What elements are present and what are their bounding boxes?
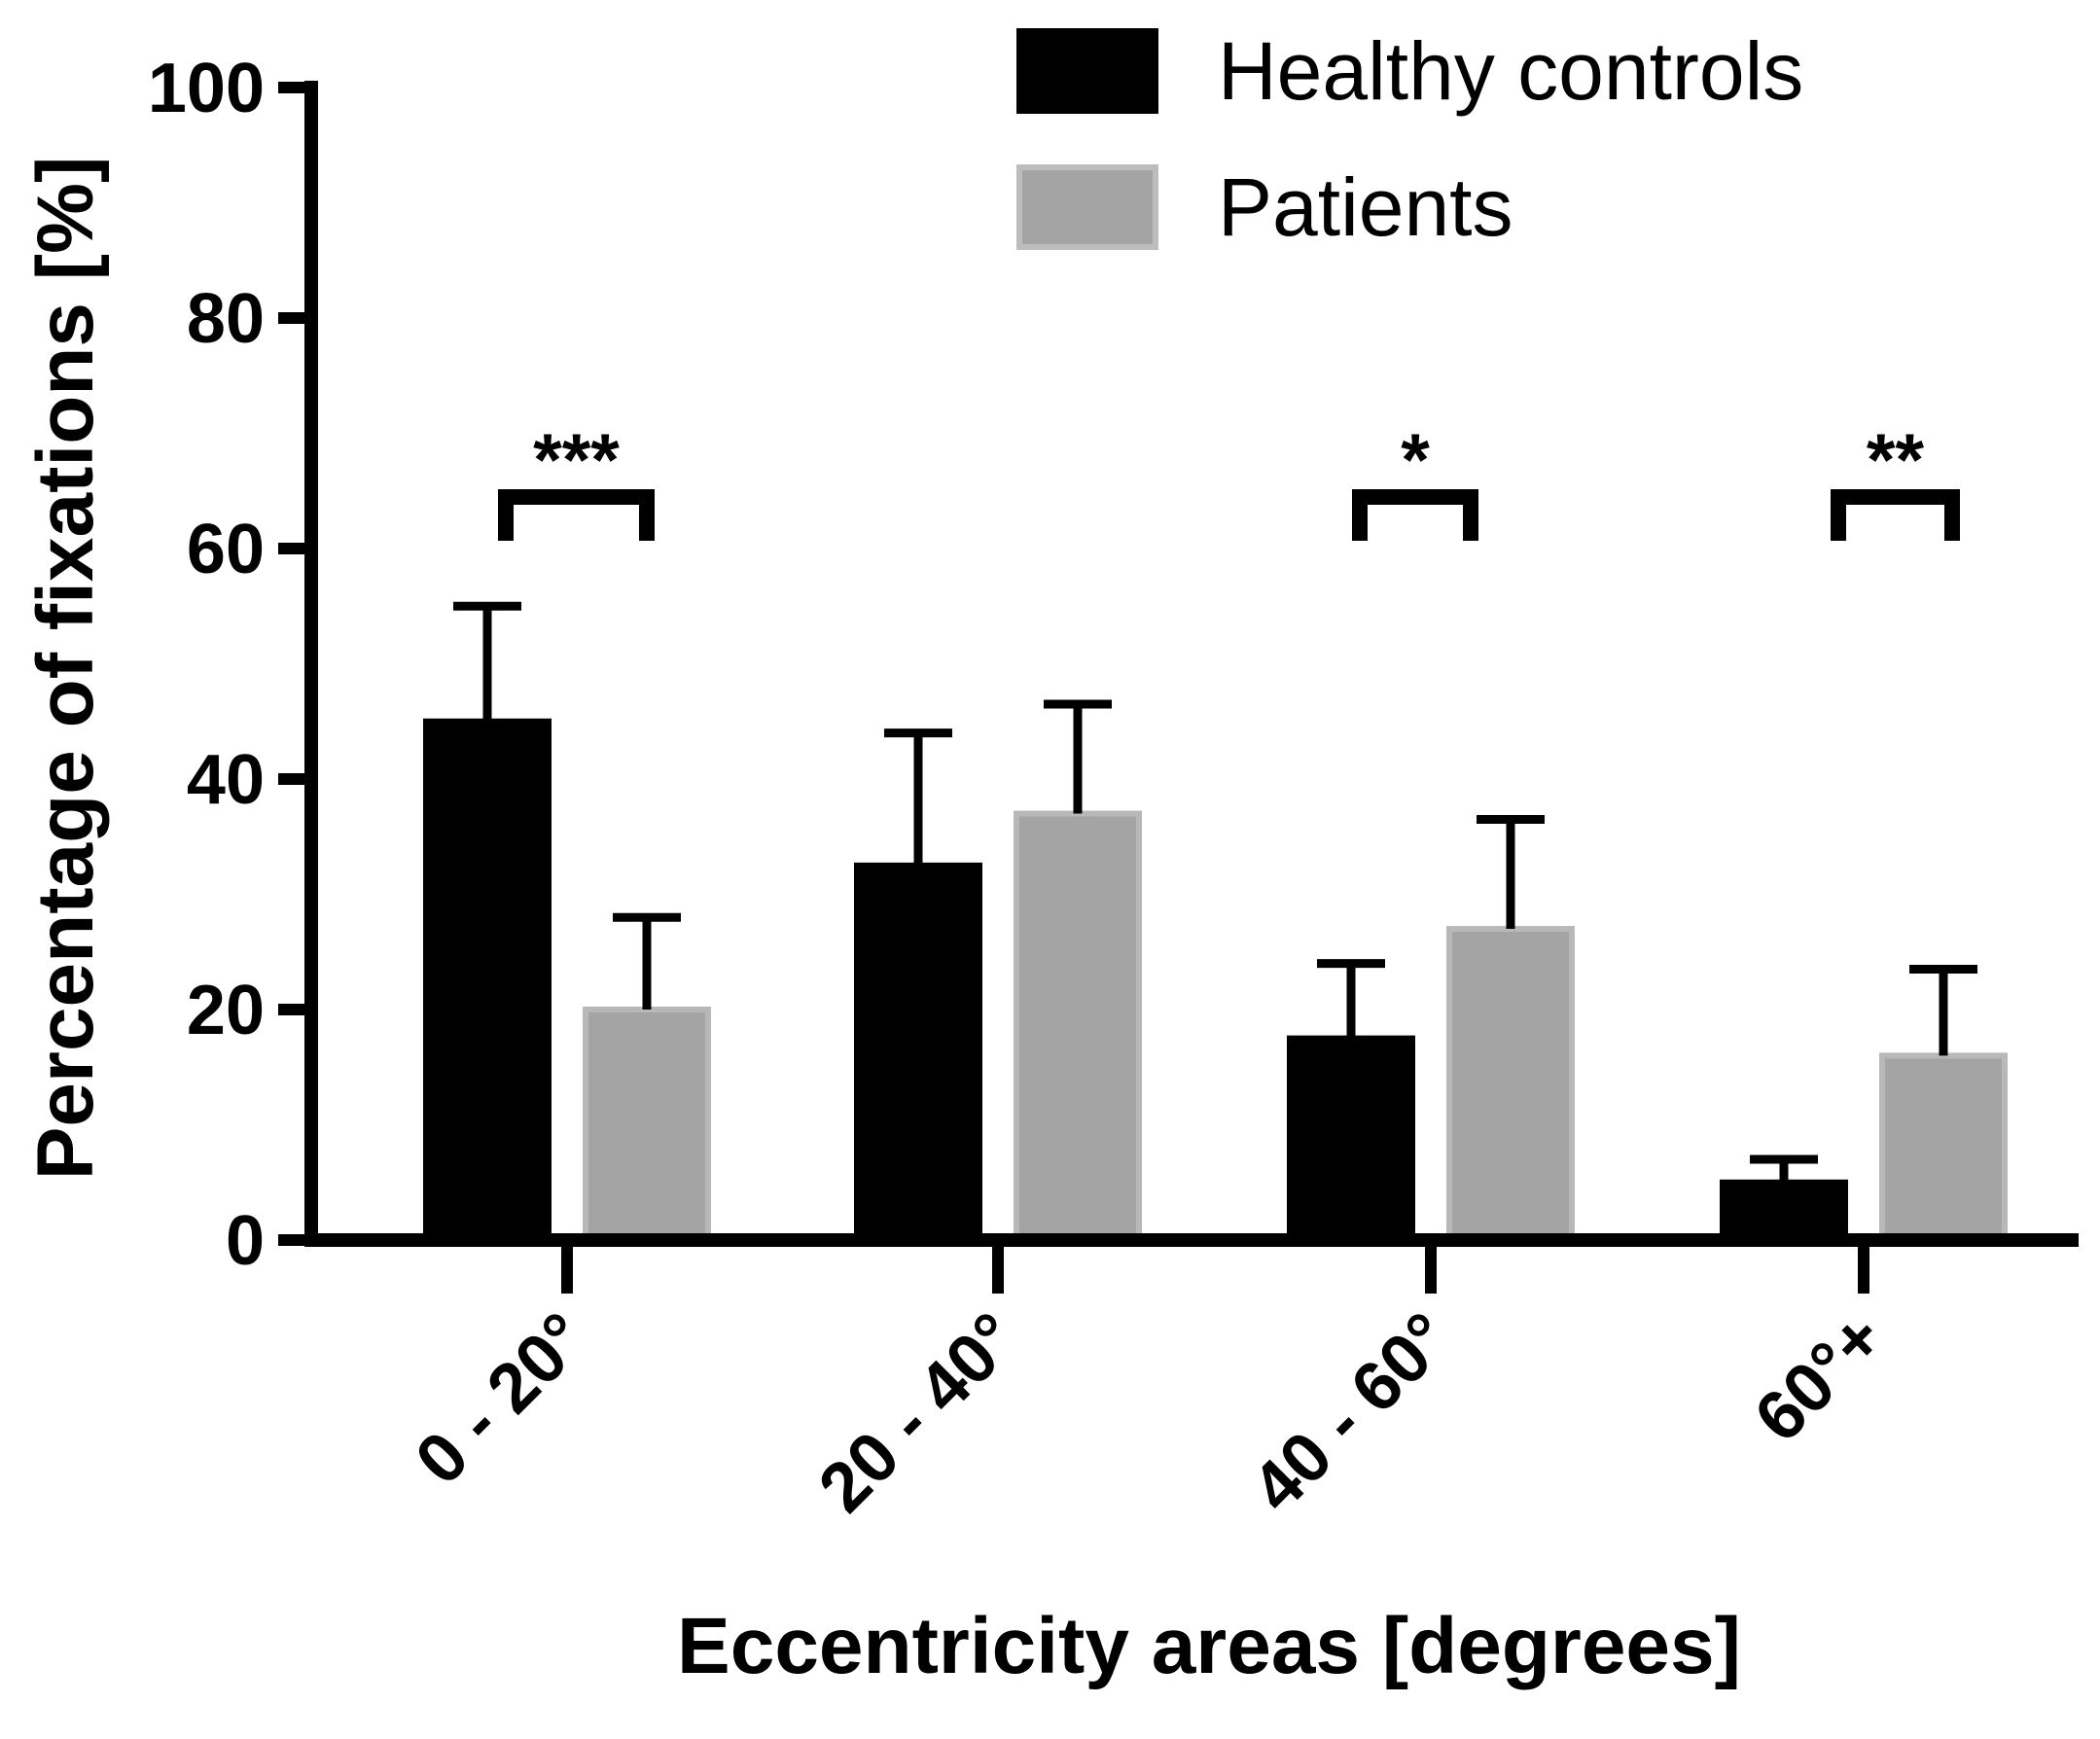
legend-label: Healthy controls	[1218, 25, 1803, 117]
bar-healthy-controls	[423, 718, 552, 1243]
y-tick-label: 60	[187, 511, 265, 588]
y-tick-label: 0	[226, 1202, 265, 1280]
bar-patients	[1879, 1052, 2008, 1244]
bar-patients	[1446, 926, 1575, 1243]
significance-bracket	[498, 489, 655, 541]
bar-patients	[1014, 810, 1142, 1243]
significance-label: *	[1401, 419, 1430, 502]
y-tick-label: 80	[187, 280, 265, 358]
bar-healthy-controls	[1287, 1035, 1415, 1243]
legend-swatch-patients	[1016, 164, 1158, 250]
x-axis-ticks: 0 - 20° 20 - 40° 40 - 60° 60°+	[401, 1240, 1899, 1527]
x-tick-label: 60°+	[1740, 1298, 1899, 1457]
bar-healthy-controls	[1720, 1179, 1848, 1243]
significance-label: **	[1867, 419, 1925, 502]
legend-swatch-healthy-controls	[1016, 28, 1158, 114]
error-bars	[453, 601, 1977, 1183]
significance-bracket	[1352, 489, 1478, 541]
legend: Healthy controls Patients	[1016, 25, 1803, 253]
y-tick-label: 100	[148, 50, 265, 127]
y-axis-ticks: 0 20 40 60 80 100	[148, 50, 311, 1280]
legend-label: Patients	[1218, 161, 1513, 253]
significance-markers: *** * **	[498, 419, 1960, 541]
y-tick-label: 40	[187, 741, 265, 819]
x-axis-title: Eccentricity areas [degrees]	[677, 1602, 1741, 1690]
x-tick-label: 0 - 20°	[401, 1298, 602, 1500]
x-tick-label: 20 - 40°	[804, 1298, 1033, 1527]
y-axis-title: Percentage of fixations [%]	[21, 157, 110, 1181]
significance-bracket	[1831, 489, 1960, 541]
axes	[304, 81, 2079, 1247]
x-tick-label: 40 - 60°	[1237, 1298, 1466, 1527]
bar-patients	[583, 1007, 711, 1243]
y-tick-label: 20	[187, 972, 265, 1049]
bar-healthy-controls	[854, 862, 982, 1243]
significance-label: ***	[533, 419, 620, 502]
